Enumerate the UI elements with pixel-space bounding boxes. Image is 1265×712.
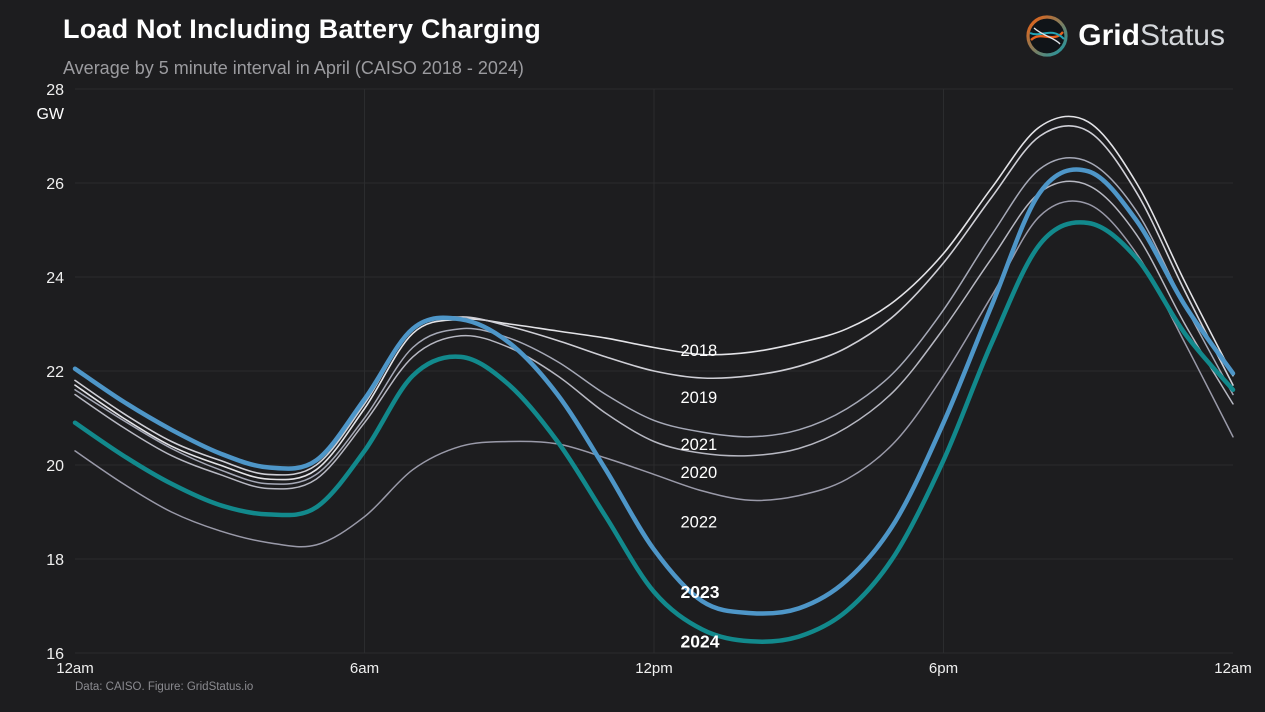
y-tick-28: 28 xyxy=(46,82,64,99)
series-label-2020: 2020 xyxy=(681,464,718,482)
series-label-2022: 2022 xyxy=(681,513,718,531)
chart-subtitle: Average by 5 minute interval in April (C… xyxy=(63,58,524,78)
series-line-2019 xyxy=(74,124,1234,476)
series-label-2019: 2019 xyxy=(681,389,718,407)
y-tick-26: 26 xyxy=(46,176,64,193)
gridstatus-globe-icon xyxy=(1026,15,1068,57)
page-title: Load Not Including Battery Charging xyxy=(63,14,541,44)
x-tick-18: 6pm xyxy=(929,660,958,677)
y-tick-18: 18 xyxy=(46,552,64,569)
y-tick-16: 16 xyxy=(46,646,64,663)
series-line-2023 xyxy=(72,167,1236,616)
series-line-2024 xyxy=(72,220,1236,644)
gridstatus-logo: GridStatus xyxy=(1025,14,1225,58)
series-label-2018: 2018 xyxy=(681,342,718,360)
x-tick-12: 12pm xyxy=(635,660,673,677)
series-label-2023: 2023 xyxy=(681,582,720,602)
y-tick-22: 22 xyxy=(46,364,64,381)
series-line-2022 xyxy=(74,200,1234,548)
brand-bold: Grid xyxy=(1078,19,1140,52)
series-label-2021: 2021 xyxy=(681,436,718,454)
x-tick-0: 12am xyxy=(56,660,94,677)
figure-credit: Data: CAISO. Figure: GridStatus.io xyxy=(75,681,254,693)
y-tick-20: 20 xyxy=(46,458,64,475)
series-line-2018 xyxy=(74,115,1234,481)
series-label-2024: 2024 xyxy=(681,631,720,651)
series-line-2020 xyxy=(74,180,1234,490)
brand-light: Status xyxy=(1139,19,1225,52)
series-line-2021 xyxy=(74,157,1234,485)
gridstatus-wordmark: GridStatus xyxy=(1078,14,1225,58)
y-tick-24: 24 xyxy=(46,270,64,287)
x-tick-24: 12am xyxy=(1214,660,1252,677)
x-tick-6: 6am xyxy=(350,660,379,677)
y-axis-unit-label: GW xyxy=(36,106,64,123)
